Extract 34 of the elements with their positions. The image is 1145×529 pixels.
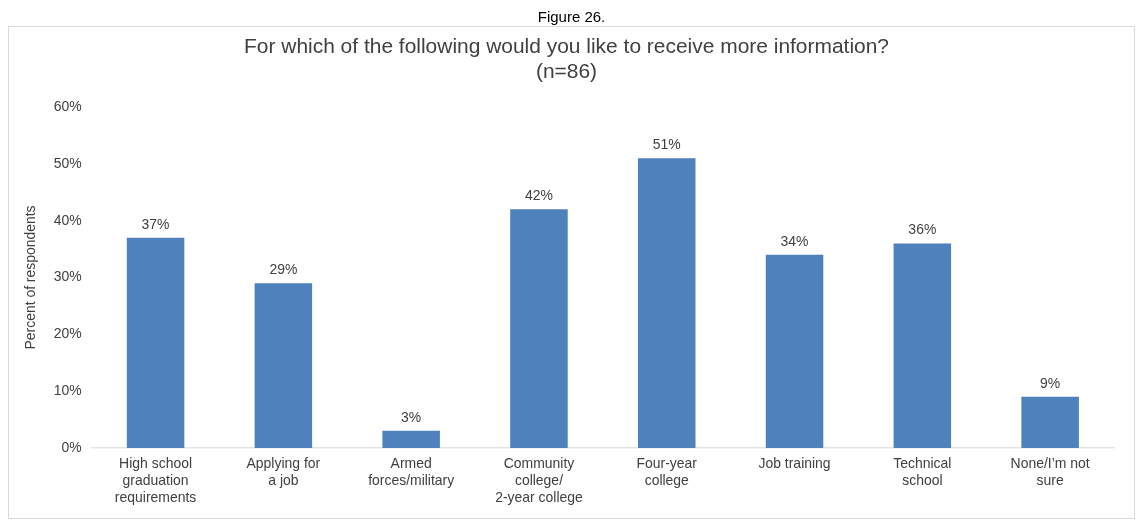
- data-label: 9%: [1040, 374, 1061, 391]
- y-tick-label: 60%: [53, 97, 82, 114]
- y-tick-label: 20%: [53, 325, 82, 342]
- data-label: 37%: [141, 215, 170, 232]
- bar: [254, 283, 313, 448]
- x-tick-label: Community college/ 2-year college: [495, 455, 584, 505]
- bar: [1021, 396, 1079, 448]
- data-label: 42%: [524, 187, 553, 204]
- bar: [765, 254, 824, 448]
- bar: [382, 430, 440, 448]
- x-tick-label: Four-year college: [636, 455, 698, 488]
- bar: [893, 243, 952, 448]
- data-label: 51%: [652, 136, 681, 153]
- data-label: 3%: [401, 408, 422, 425]
- x-tick-label: Job training: [758, 455, 831, 472]
- y-tick-label: 50%: [53, 154, 82, 171]
- chart-title: For which of the following would you like to receive more information? (n=86): [244, 34, 889, 83]
- bar: [510, 209, 568, 448]
- bar: [126, 237, 185, 448]
- x-tick-label: Armed forces/military: [368, 455, 455, 488]
- y-tick-label: 30%: [53, 268, 82, 285]
- caption: Figure 26.: [536, 8, 607, 26]
- data-label: 36%: [908, 221, 937, 238]
- x-tick-label: Technical school: [893, 455, 952, 488]
- y-axis-title: Percent of respondents: [22, 205, 39, 350]
- y-tick-label: 40%: [53, 211, 82, 228]
- x-tick-label: None/I’m not sure: [1010, 455, 1090, 488]
- y-tick-label: 0%: [61, 438, 82, 455]
- bar: [638, 158, 696, 448]
- y-tick-label: 10%: [53, 381, 82, 398]
- data-label: 34%: [780, 232, 809, 249]
- data-label: 29%: [269, 261, 298, 278]
- x-tick-label: Applying for a job: [246, 455, 321, 488]
- x-tick-label: High school graduation requirements: [114, 455, 197, 505]
